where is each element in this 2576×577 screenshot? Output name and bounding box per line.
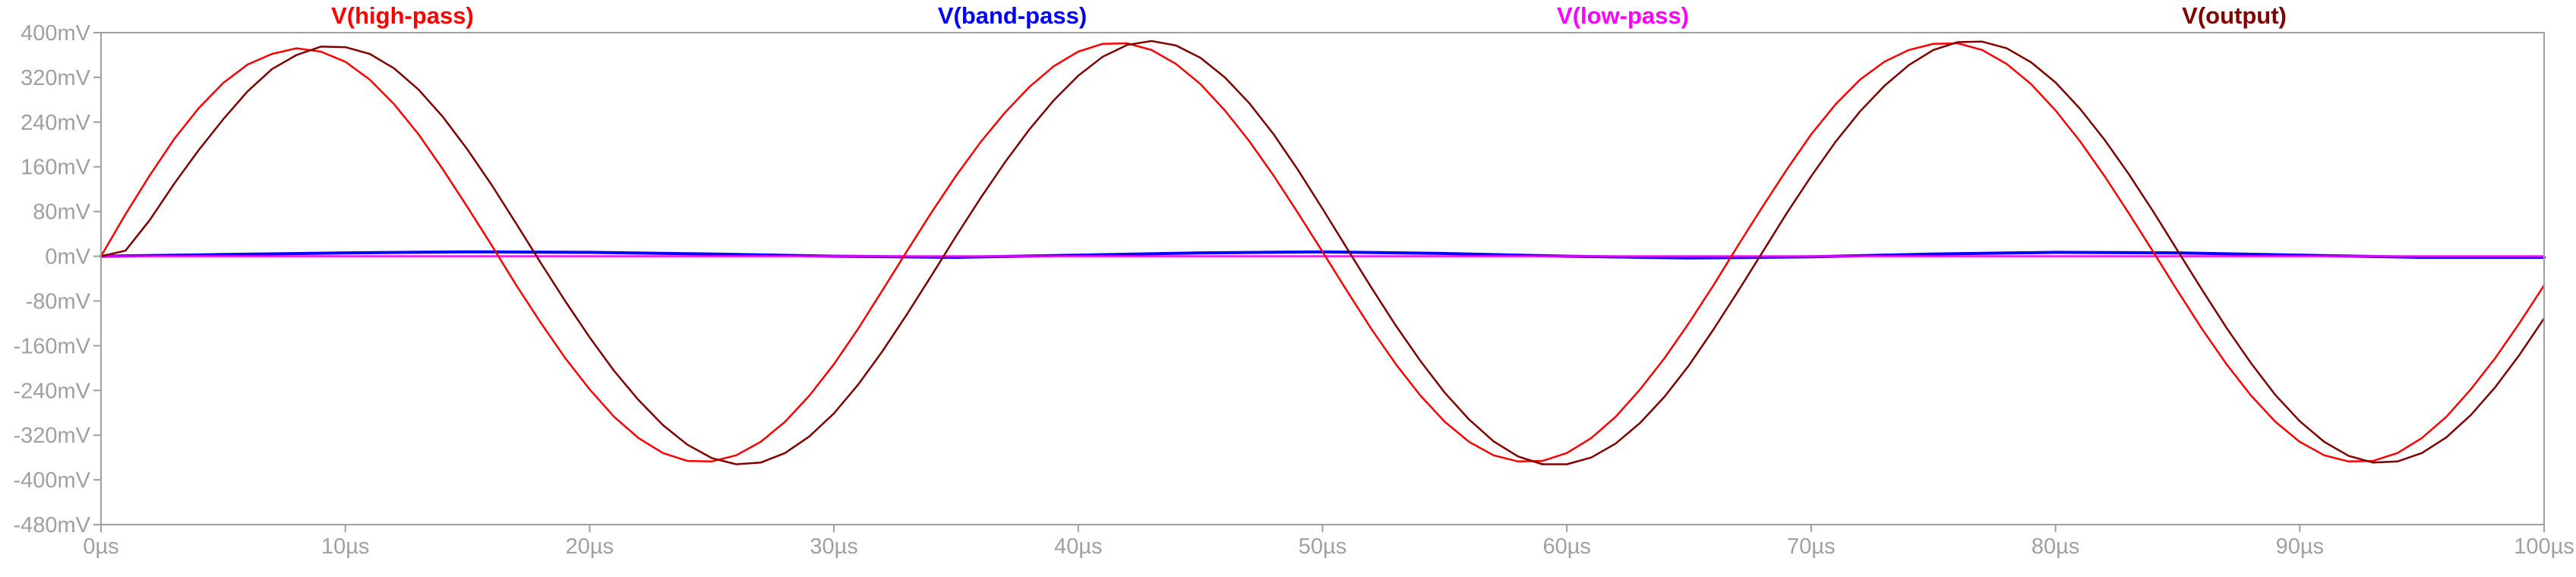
y-tick-label: 80mV	[33, 200, 90, 225]
x-tick-label: 70µs	[1787, 534, 1835, 559]
x-tick-label: 50µs	[1299, 534, 1346, 559]
x-tick-label: 60µs	[1542, 534, 1590, 559]
x-tick-label: 80µs	[2031, 534, 2079, 559]
y-tick-label: 0mV	[45, 245, 90, 270]
y-tick-label: -320mV	[13, 424, 90, 448]
series-line-v-high-pass	[99, 42, 2546, 463]
axes: 400mV 320mV 240mV 160mV 80mV 0mV -80mV -160mV -2…	[13, 21, 2574, 559]
legend: V(high-pass) V(band-pass) V(low-pass) V(out…	[331, 2, 2287, 29]
legend-entry[interactable]: V(low-pass)	[1557, 2, 1689, 29]
legend-entry[interactable]: V(band-pass)	[938, 2, 1087, 29]
x-tick-label: 90µs	[2276, 534, 2324, 559]
series-line-v-output	[99, 39, 2546, 465]
y-tick-label: 400mV	[21, 21, 91, 46]
y-tick-label: -480mV	[13, 513, 90, 538]
x-tick-label: 10µs	[321, 534, 369, 559]
y-tick-label: -240mV	[13, 379, 90, 403]
y-tick-label: -400mV	[13, 468, 90, 493]
x-tick-label: 0µs	[83, 534, 118, 559]
legend-entry[interactable]: V(high-pass)	[331, 2, 474, 29]
x-tick-label: 30µs	[810, 534, 857, 559]
y-tick-label: -160mV	[13, 334, 90, 358]
x-tick-label: 20µs	[566, 534, 614, 559]
y-tick-label: 320mV	[21, 66, 91, 90]
y-tick-label: -80mV	[26, 289, 91, 314]
x-tick-label: 40µs	[1054, 534, 1102, 559]
x-tick-label: 100µs	[2514, 534, 2574, 559]
y-tick-label: 160mV	[21, 156, 91, 180]
y-tick-label: 240mV	[21, 111, 91, 135]
plot-area[interactable]	[99, 39, 2546, 465]
legend-entry[interactable]: V(output)	[2182, 2, 2287, 29]
